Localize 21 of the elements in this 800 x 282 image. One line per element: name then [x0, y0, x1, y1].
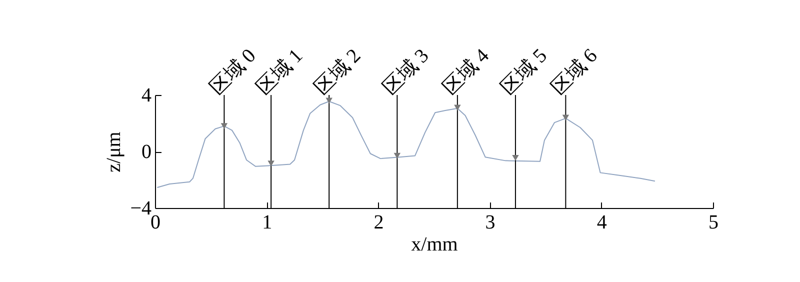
y-tick-label: −4: [130, 198, 152, 220]
x-tick-label: 4: [596, 212, 607, 234]
point: [512, 154, 519, 161]
ref-line-label: 区域 2: [310, 44, 366, 100]
x-tick-label: 5: [708, 212, 718, 234]
point: [562, 114, 570, 121]
point: [394, 152, 401, 159]
ref-line-label: 区域 6: [547, 44, 602, 100]
point: [268, 160, 274, 166]
ref-line-label: 区域 3: [378, 44, 434, 100]
y-tick-label: 0: [142, 141, 152, 163]
x-tick-label: 3: [485, 212, 496, 234]
y-tick-label: 4: [142, 84, 152, 106]
x-axis-title: x/mm: [411, 234, 458, 256]
y-axis-title: z/μm: [103, 131, 126, 172]
point: [220, 123, 228, 129]
x-tick-label: 1: [262, 212, 272, 234]
x-tick-label: 2: [374, 212, 384, 234]
point: [326, 98, 332, 104]
ref-line-label: 区域 4: [439, 44, 494, 100]
point: [454, 104, 461, 111]
